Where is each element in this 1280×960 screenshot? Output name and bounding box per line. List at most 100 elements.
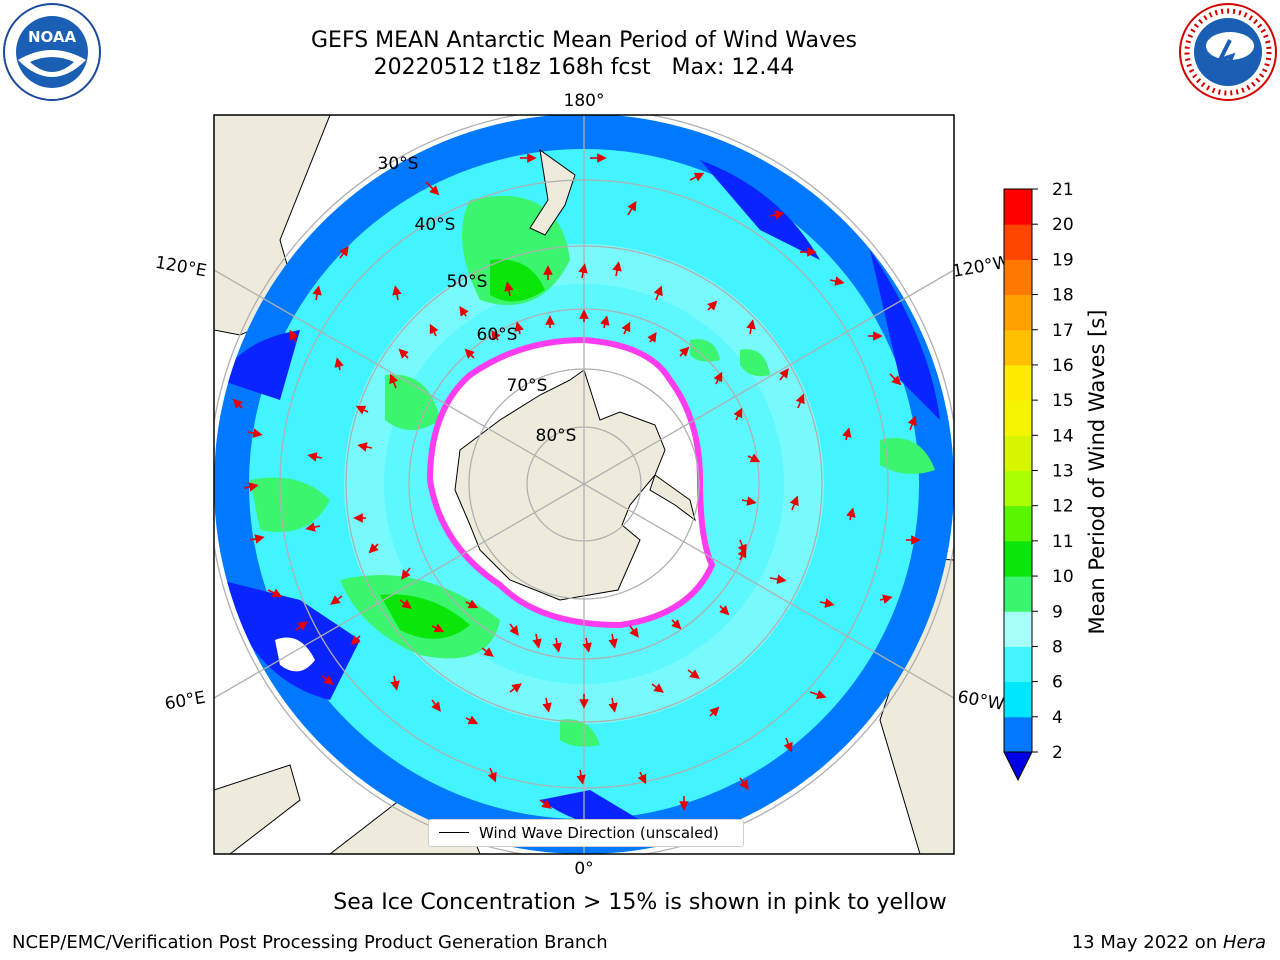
wind-arrow xyxy=(737,547,747,561)
colorbar-segment xyxy=(1004,540,1032,577)
colorbar-tick-label: 9 xyxy=(1052,602,1063,622)
wind-arrow xyxy=(465,715,479,725)
lon-label-120w: 120°W xyxy=(951,252,1012,282)
colorbar-tick-label: 21 xyxy=(1052,180,1074,200)
wind-arrow xyxy=(232,398,243,409)
lat-label-30s: 30°S xyxy=(378,154,419,174)
wind-arrow xyxy=(671,619,682,630)
deep-blue-region xyxy=(870,250,940,420)
wind-arrow xyxy=(907,415,917,431)
wind-arrow xyxy=(307,452,323,462)
wind-arrow xyxy=(459,306,469,317)
wind-arrow xyxy=(687,669,700,679)
colorbar: 2 4 6 8 9 10 11 12 13 14 15 16 17 18 19 20 21 xyxy=(1003,180,1074,782)
wind-arrow xyxy=(334,357,344,371)
wind-arrow xyxy=(465,599,479,609)
colorbar-tick-label: 17 xyxy=(1052,321,1074,341)
footer-credit: NCEP/EMC/Verification Post Processing Pr… xyxy=(12,932,608,953)
wind-arrow xyxy=(532,633,542,649)
antarctic-peninsula xyxy=(649,474,696,522)
wind-arrow xyxy=(733,407,743,421)
colorbar-tick-label: 11 xyxy=(1052,532,1074,552)
wind-arrow xyxy=(243,482,259,492)
wind-arrow xyxy=(481,647,494,657)
wind-arrow xyxy=(842,427,852,441)
colorbar-segment xyxy=(1004,681,1032,718)
colorbar-tick-label: 14 xyxy=(1052,426,1074,446)
footer-machine: Hera xyxy=(1222,932,1266,953)
wind-arrow xyxy=(425,181,440,196)
antarctica-land xyxy=(454,369,666,601)
wind-arrow xyxy=(542,697,552,713)
wind-arrow xyxy=(719,605,730,616)
wind-arrow xyxy=(747,453,761,463)
green-region xyxy=(880,438,935,474)
lon-label-120e: 120°E xyxy=(154,253,208,282)
colorbar-segment xyxy=(1004,646,1032,683)
wind-arrow xyxy=(431,699,441,712)
wind-wave-arrows xyxy=(232,153,921,811)
new-zealand-land xyxy=(529,148,576,236)
colorbar-segment xyxy=(1004,189,1032,225)
wind-arrow xyxy=(514,321,524,335)
wind-arrow xyxy=(789,495,799,511)
map-frame xyxy=(213,114,955,855)
deep-blue-region xyxy=(540,790,640,827)
lat-label-40s: 40°S xyxy=(415,215,456,235)
green-region xyxy=(385,374,440,430)
colorbar-segment xyxy=(1004,329,1032,366)
wind-arrow xyxy=(431,623,445,633)
wind-arrow xyxy=(829,276,845,286)
footer-date: 13 May 2022 on Hera xyxy=(1072,932,1266,953)
wind-arrow xyxy=(637,771,647,785)
colorbar-segment xyxy=(1004,259,1032,296)
wind-arrow xyxy=(600,315,610,329)
wind-arrow xyxy=(582,637,592,653)
colorbar-segment xyxy=(1004,400,1032,436)
colorbar-tick-label: 2 xyxy=(1052,743,1063,763)
wind-arrow xyxy=(576,769,586,785)
wind-arrow xyxy=(267,588,283,598)
colorbar-tick-label: 18 xyxy=(1052,286,1074,306)
wind-arrow xyxy=(879,594,893,604)
wind-arrow xyxy=(399,599,412,609)
lon-label-60w: 60°W xyxy=(956,687,1006,715)
colorbar-segment xyxy=(1004,364,1032,401)
wind-arrow xyxy=(689,172,705,182)
wind-arrow xyxy=(368,543,379,554)
chart-title: GEFS MEAN Antarctic Mean Period of Wind … xyxy=(311,28,857,53)
wind-arrow xyxy=(819,598,835,608)
wind-arrow xyxy=(769,210,785,220)
colorbar-tick-label: 13 xyxy=(1052,462,1074,482)
wind-arrow xyxy=(539,799,552,809)
lat-label-70s: 70°S xyxy=(507,376,548,396)
nws-logo xyxy=(1179,3,1277,101)
wind-arrow xyxy=(289,329,299,343)
lon-label-60e: 60°E xyxy=(163,688,207,715)
wind-arrow xyxy=(401,567,411,580)
wind-arrow xyxy=(713,371,723,385)
wind-arrow xyxy=(390,675,400,691)
wind-arrow xyxy=(612,261,622,277)
green-region xyxy=(740,349,770,377)
wind-arrow xyxy=(357,442,373,452)
chart-subtitle: 20220512 t18z 168h fcst Max: 12.44 xyxy=(373,55,795,80)
wind-arrow xyxy=(739,777,749,790)
wind-arrow xyxy=(398,348,409,359)
wind-arrow xyxy=(629,625,639,638)
colorbar-segment xyxy=(1004,576,1032,612)
wind-arrow xyxy=(464,348,475,359)
colorbar-tick-label: 4 xyxy=(1052,708,1063,728)
map-frame-contents xyxy=(214,115,954,854)
legend-label: Wind Wave Direction (unscaled) xyxy=(479,824,719,842)
green-region xyxy=(690,339,720,362)
wind-arrow xyxy=(608,697,618,713)
lon-label-180: 180° xyxy=(564,91,605,111)
lat-label-60s: 60°S xyxy=(477,325,518,345)
colorbar-extend-min xyxy=(1003,751,1033,782)
wind-arrow xyxy=(509,623,519,636)
colorbar-segment xyxy=(1004,294,1032,331)
wind-arrow xyxy=(249,534,265,544)
wind-arrow xyxy=(355,405,369,415)
wind-arrow xyxy=(312,285,322,301)
